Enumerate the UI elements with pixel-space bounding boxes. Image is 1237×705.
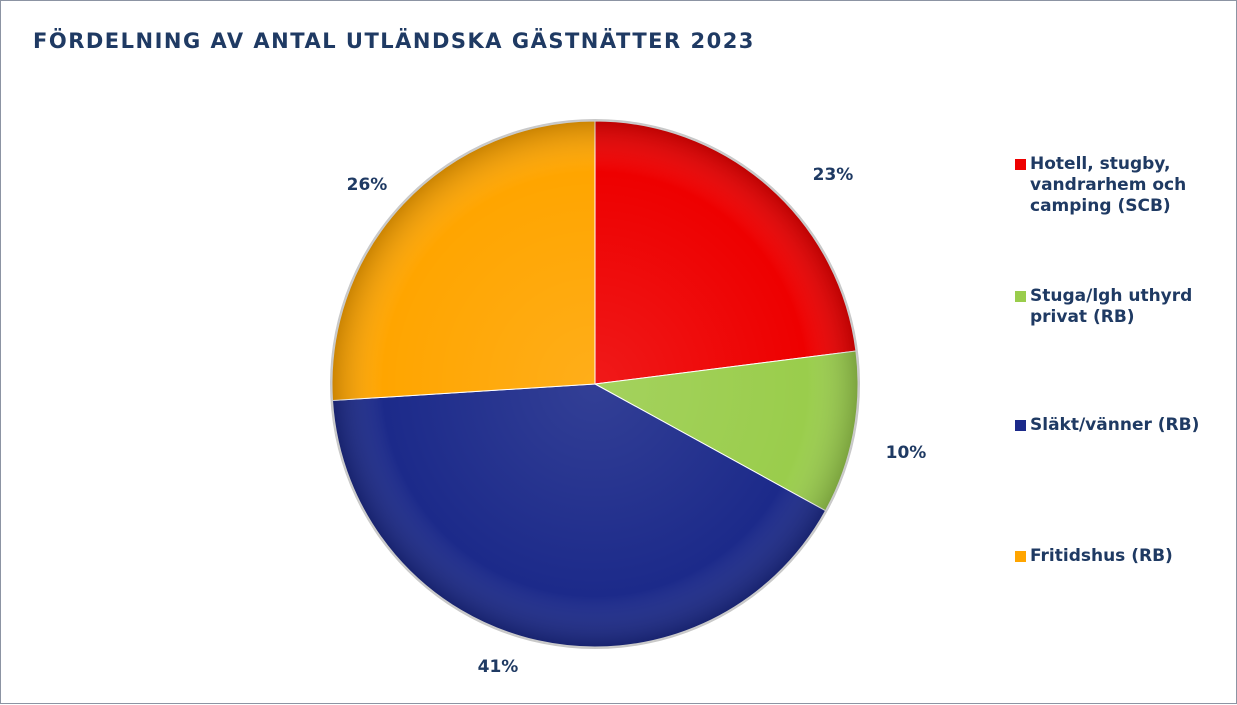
pie-slice-fritidshus xyxy=(331,120,596,402)
legend-label-stuga: Stuga/lgh uthyrd privat (RB) xyxy=(1030,286,1193,327)
data-label-slakt: 41% xyxy=(478,657,519,677)
legend-swatch-slakt xyxy=(1015,420,1026,431)
legend-label-slakt: Släkt/vänner (RB) xyxy=(1030,415,1200,435)
legend-swatch-hotell xyxy=(1015,159,1026,170)
data-label-stuga: 10% xyxy=(886,443,927,463)
data-label-fritidshus: 26% xyxy=(347,175,388,195)
legend-swatch-stuga xyxy=(1015,291,1026,302)
legend-swatch-fritidshus xyxy=(1015,551,1026,562)
chart-title: FÖRDELNING AV ANTAL UTLÄNDSKA GÄSTNÄTTER… xyxy=(33,29,755,53)
legend-label-fritidshus: Fritidshus (RB) xyxy=(1030,546,1173,566)
pie-slice-hotell xyxy=(594,120,857,385)
legend-label-hotell: Hotell, stugby, vandrarhem och camping (… xyxy=(1030,154,1187,216)
data-label-hotell: 23% xyxy=(813,165,854,185)
